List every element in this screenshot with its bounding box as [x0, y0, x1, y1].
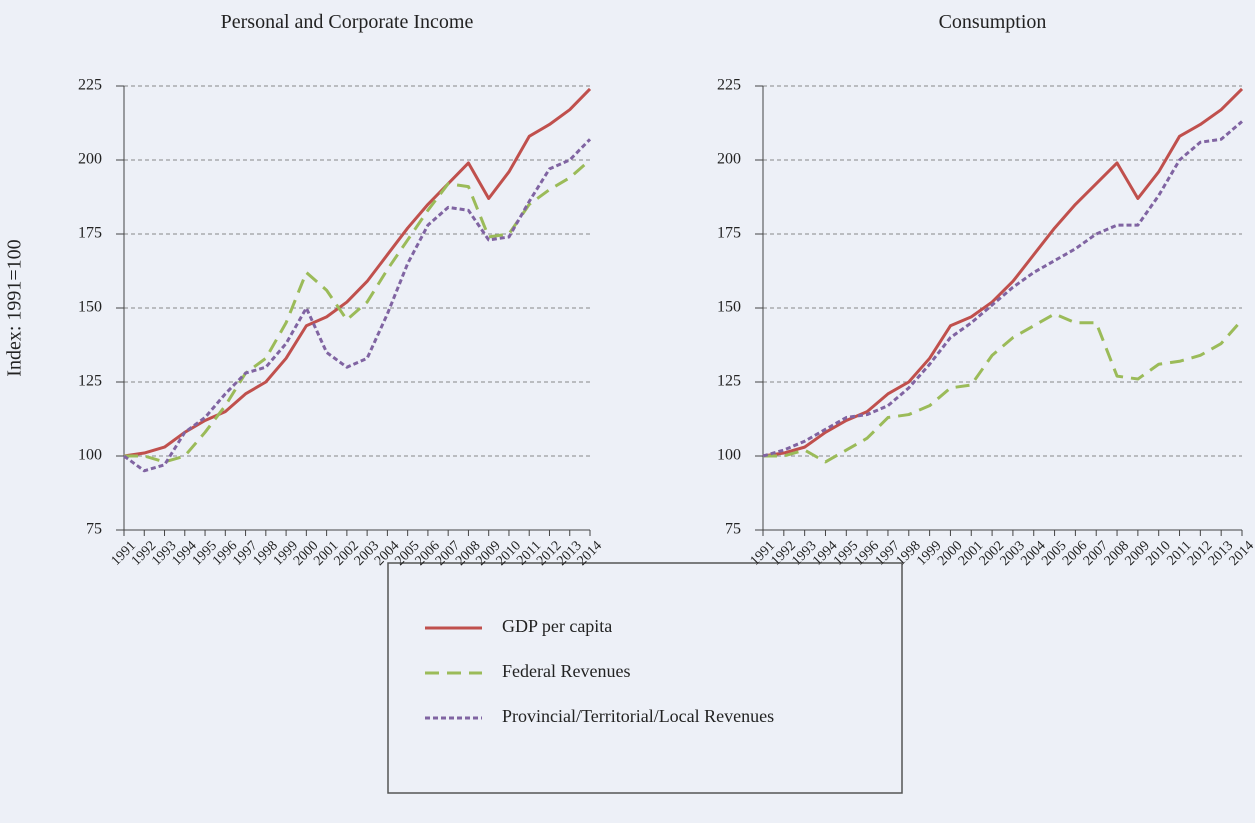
y-tick-label: 125	[717, 373, 741, 390]
series-line	[762, 120, 1243, 458]
chart-title: Consumption	[939, 11, 1047, 33]
legend-label: Federal Revenues	[502, 661, 630, 681]
series-line	[124, 158, 591, 464]
legend-box	[387, 562, 903, 794]
y-tick-label: 125	[78, 373, 102, 390]
y-tick-label: 150	[78, 299, 102, 316]
y-tick-label: 175	[78, 225, 102, 242]
y-tick-label: 150	[717, 299, 741, 316]
series-line	[762, 87, 1244, 458]
y-tick-label: 175	[717, 225, 741, 242]
y-tick-label: 225	[717, 77, 741, 94]
legend-label: GDP per capita	[502, 616, 612, 636]
y-tick-label: 225	[78, 77, 102, 94]
y-axis-label: Index: 1991=100	[4, 239, 26, 376]
series-line	[123, 138, 592, 473]
y-tick-label: 100	[717, 447, 741, 464]
y-tick-label: 75	[725, 521, 741, 538]
series-line	[763, 312, 1244, 464]
y-tick-label: 200	[78, 151, 102, 168]
chart-title: Personal and Corporate Income	[221, 11, 474, 33]
x-tick-label: 2014	[1227, 538, 1255, 568]
y-tick-label: 200	[717, 151, 741, 168]
y-tick-label: 75	[86, 521, 102, 538]
legend-label: Provincial/Territorial/Local Revenues	[502, 706, 774, 726]
y-tick-label: 100	[78, 447, 102, 464]
series-line	[123, 87, 592, 458]
